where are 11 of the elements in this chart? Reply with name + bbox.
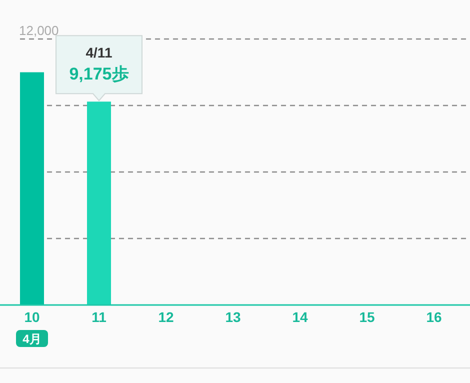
x-tick-label: 10 <box>24 309 40 325</box>
x-tick-label: 16 <box>426 309 442 325</box>
x-tick-label: 12 <box>158 309 174 325</box>
annotation: 4/11 <box>86 44 112 61</box>
x-tick-label: 13 <box>225 309 241 325</box>
text: 4月 <box>22 332 42 346</box>
x-tick-label: 11 <box>92 309 107 325</box>
x-tick-label: 15 <box>359 309 375 325</box>
annotation: 9,175歩 <box>69 64 129 84</box>
y-tick-label: 12,000 <box>19 23 59 38</box>
x-tick-label: 14 <box>292 309 308 325</box>
